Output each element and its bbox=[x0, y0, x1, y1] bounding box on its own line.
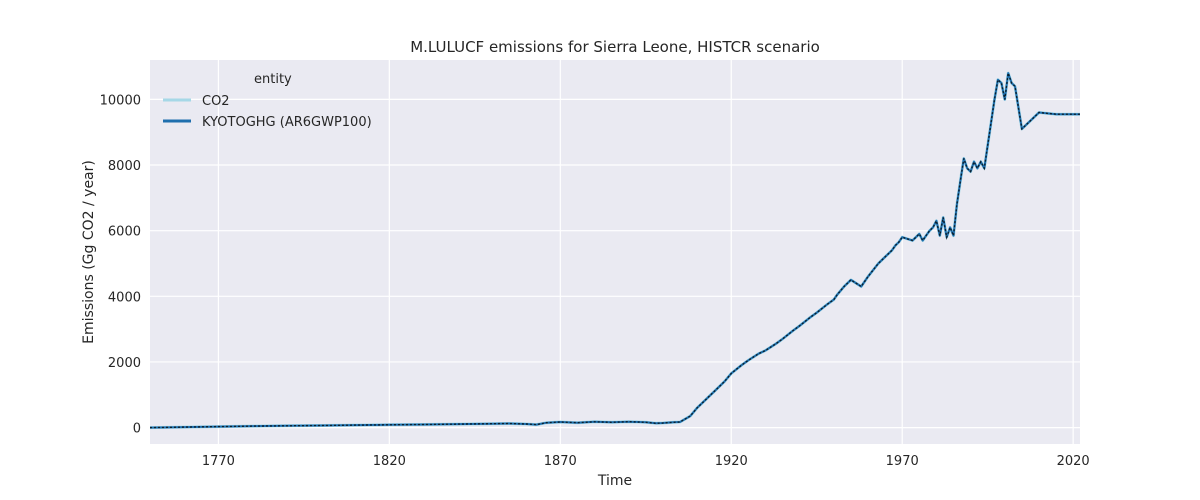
axes: 1770 1820 1870 1920 1970 2020 0 2000 4000 6000 800… bbox=[100, 93, 1090, 469]
x-tick-label: 1770 bbox=[202, 454, 235, 469]
y-tick-label: 8000 bbox=[108, 159, 141, 174]
series-line-dash-overlay bbox=[150, 72, 1080, 429]
x-tick-label: 1870 bbox=[544, 454, 577, 469]
x-tick-label: 1820 bbox=[373, 454, 406, 469]
y-tick-label: 0 bbox=[133, 422, 141, 437]
legend-label: KYOTOGHG (AR6GWP100) bbox=[202, 115, 372, 130]
y-tick-label: 2000 bbox=[108, 356, 141, 371]
legend-label: CO2 bbox=[202, 94, 230, 109]
x-tick-label: 1920 bbox=[715, 454, 748, 469]
x-tick-label: 1970 bbox=[886, 454, 919, 469]
legend-title: entity bbox=[254, 72, 292, 87]
grid bbox=[150, 60, 1080, 444]
x-tick-label: 2020 bbox=[1057, 454, 1090, 469]
y-axis-label: Emissions (Gg CO2 / year) bbox=[81, 160, 97, 344]
series-layer bbox=[150, 71, 1080, 430]
y-tick-label: 4000 bbox=[108, 290, 141, 305]
plot-area bbox=[150, 60, 1080, 444]
legend: entity CO2 KYOTOGHG (AR6GWP100) bbox=[163, 72, 372, 130]
y-tick-label: 6000 bbox=[108, 225, 141, 240]
x-axis-label: Time bbox=[597, 473, 632, 489]
chart-title: M.LULUCF emissions for Sierra Leone, HIS… bbox=[410, 38, 820, 56]
y-tick-label: 10000 bbox=[100, 93, 141, 108]
